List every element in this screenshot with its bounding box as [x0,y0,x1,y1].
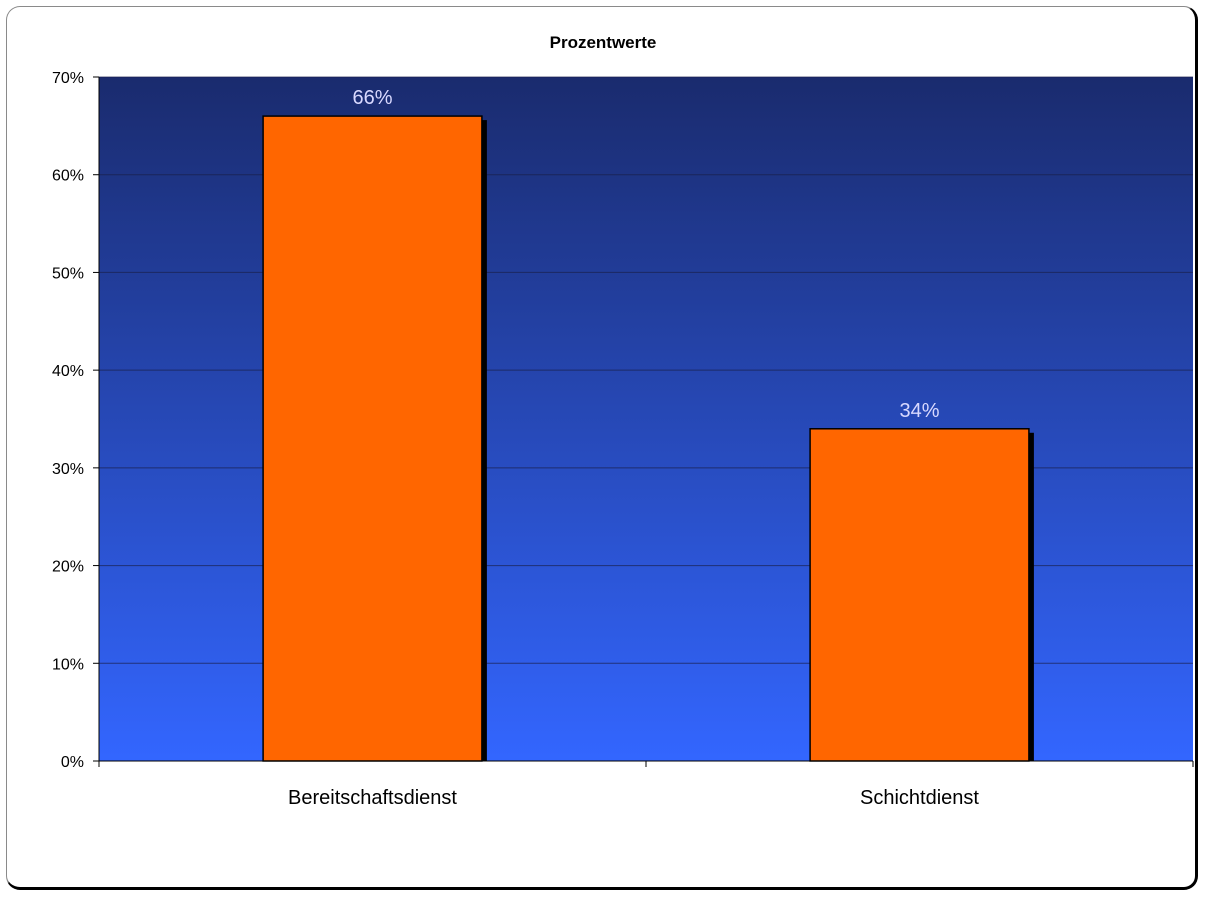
y-tick-label: 20% [52,559,84,576]
chart-title: Prozentwerte [550,33,657,52]
data-label: 66% [352,87,392,109]
y-tick-label: 30% [52,461,84,478]
data-label: 34% [899,400,939,422]
bar [262,115,483,762]
y-tick-label: 60% [52,168,84,185]
bars [262,115,1034,762]
y-tick-label: 50% [52,265,84,282]
y-tick-label: 40% [52,363,84,380]
y-tick-label: 70% [52,70,84,87]
x-tick-label: Schichtdienst [860,787,979,809]
x-tick-label: Bereitschaftsdienst [288,787,457,809]
labels: 0% 10% 20% 30% 40% 50% 60% 70% 66% Bereitschaftsd… [52,70,979,809]
y-tick-label: 0% [61,754,84,771]
bar [809,428,1030,762]
y-tick-label: 10% [52,656,84,673]
